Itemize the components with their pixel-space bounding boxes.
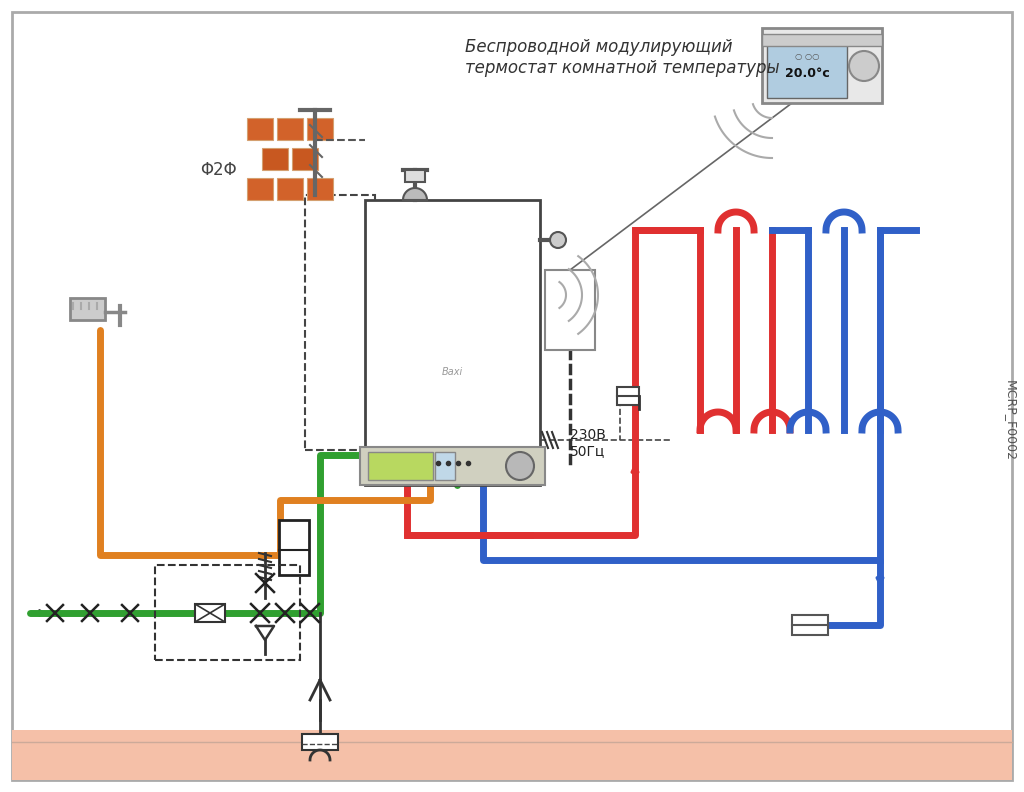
Text: Беспроводной модулирующий
термостат комнатной температуры: Беспроводной модулирующий термостат комн… <box>465 38 779 77</box>
Bar <box>762 34 882 46</box>
Text: 230В
50Гц: 230В 50Гц <box>570 428 606 459</box>
Bar <box>70 298 105 320</box>
Bar <box>360 447 545 485</box>
Bar <box>247 178 273 200</box>
Bar <box>278 178 303 200</box>
Text: Baxi: Baxi <box>441 367 463 377</box>
Bar <box>792 615 828 635</box>
Bar <box>307 178 333 200</box>
Bar <box>247 118 273 140</box>
Circle shape <box>506 452 534 480</box>
Bar <box>155 565 300 660</box>
Text: MCRP_F0002: MCRP_F0002 <box>1004 379 1017 460</box>
Bar <box>279 520 309 575</box>
Text: Φ2Φ: Φ2Φ <box>200 161 237 179</box>
Bar <box>302 734 338 750</box>
Bar <box>12 730 1012 780</box>
Text: 20.0°c: 20.0°c <box>784 67 829 79</box>
Bar <box>762 28 882 103</box>
Polygon shape <box>403 188 427 200</box>
Bar <box>435 452 455 480</box>
Bar <box>368 452 433 480</box>
Bar <box>307 118 333 140</box>
Bar <box>767 43 847 98</box>
Bar <box>305 195 375 450</box>
Bar <box>545 270 595 350</box>
Bar <box>292 148 318 170</box>
Bar <box>262 148 288 170</box>
Bar <box>195 604 225 622</box>
Circle shape <box>849 51 879 81</box>
Text: ○ ○○: ○ ○○ <box>795 51 819 60</box>
Bar <box>365 200 540 485</box>
Bar <box>278 118 303 140</box>
Bar <box>617 387 639 405</box>
Bar <box>406 170 425 182</box>
Circle shape <box>550 232 566 248</box>
